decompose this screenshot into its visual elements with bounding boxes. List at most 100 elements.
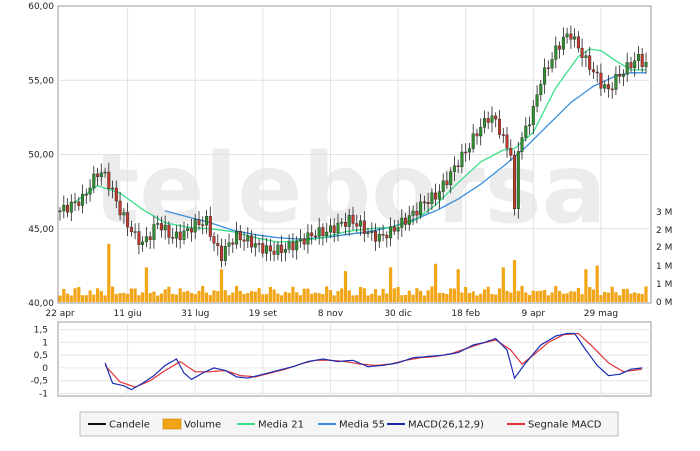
- macd-y-tick: 1: [42, 338, 48, 348]
- volume-bar: [306, 288, 310, 302]
- volume-bar: [186, 290, 190, 302]
- volume-bar: [58, 295, 62, 302]
- volume-bar: [591, 289, 595, 302]
- volume-bar: [193, 294, 197, 302]
- candle-body: [565, 33, 569, 38]
- candle-body: [569, 33, 573, 40]
- candle-body: [554, 45, 558, 60]
- volume-bar: [77, 287, 81, 302]
- volume-bar: [96, 288, 100, 302]
- volume-tick-label: 1 M: [656, 280, 672, 290]
- volume-bar: [554, 286, 558, 302]
- volume-bar: [595, 265, 599, 302]
- volume-bar: [445, 294, 449, 302]
- candle-body: [389, 226, 393, 239]
- volume-bar: [588, 287, 592, 302]
- volume-bar: [546, 295, 550, 302]
- volume-bar: [317, 293, 321, 302]
- candle-body: [385, 234, 389, 239]
- candle-body: [265, 245, 269, 254]
- volume-bar: [92, 294, 96, 302]
- volume-bar: [141, 292, 145, 302]
- volume-bar: [298, 295, 302, 302]
- candle-body: [595, 71, 599, 74]
- candle-body: [407, 215, 411, 225]
- volume-bar: [475, 295, 479, 302]
- legend: Candele Volume Media 21 Media 55 MACD(26,12,…: [88, 418, 602, 431]
- candle-body: [99, 172, 103, 177]
- volume-bar: [174, 294, 178, 302]
- candle-body: [576, 36, 580, 49]
- volume-bar: [606, 292, 610, 302]
- candle-body: [340, 222, 344, 224]
- volume-bar: [291, 286, 295, 302]
- volume-bar: [238, 290, 242, 302]
- volume-bar: [325, 286, 329, 302]
- legend-label: Candele: [109, 420, 150, 431]
- volume-bar: [122, 292, 126, 302]
- volume-bar: [490, 294, 494, 302]
- candle-body: [528, 124, 532, 127]
- candle-body: [629, 62, 633, 69]
- candle-body: [208, 215, 212, 237]
- volume-bar: [283, 291, 287, 302]
- volume-bar: [182, 291, 186, 302]
- volume-bar: [524, 292, 528, 302]
- volume-bar: [246, 293, 250, 302]
- volume-bar: [494, 294, 498, 302]
- candle-body: [329, 225, 333, 233]
- candle-body: [156, 223, 160, 225]
- candle-body: [227, 242, 231, 247]
- volume-bar: [261, 294, 265, 302]
- candle-body: [471, 133, 475, 149]
- macd-y-tick: 0: [42, 364, 48, 374]
- macd-y-tick: 0,5: [34, 351, 48, 361]
- volume-bar: [543, 290, 547, 302]
- volume-bar: [479, 293, 483, 302]
- volume-bar: [268, 286, 272, 302]
- volume-bar: [216, 291, 220, 302]
- volume-bar: [336, 291, 340, 302]
- volume-bar: [377, 295, 381, 302]
- candle-body: [449, 171, 453, 185]
- candle-body: [419, 201, 423, 216]
- volume-bar: [426, 290, 430, 302]
- volume-bar: [373, 289, 378, 302]
- volume-bar: [235, 285, 239, 302]
- candle-body: [80, 193, 84, 206]
- volume-bar: [231, 292, 235, 302]
- candle-body: [456, 165, 460, 168]
- volume-axis-labels: 3 M 2 M 2 M 1 M 1 M 0 M: [656, 208, 672, 308]
- candle-body: [610, 88, 614, 91]
- candle-body: [261, 243, 265, 254]
- candle-body: [141, 241, 145, 245]
- volume-bar: [287, 292, 291, 302]
- candle-body: [137, 231, 141, 245]
- volume-bar: [610, 286, 614, 302]
- candle-body: [426, 202, 430, 205]
- candle-body: [452, 165, 456, 172]
- volume-bar: [497, 288, 502, 302]
- candle-body: [193, 219, 197, 233]
- candle-body: [129, 226, 133, 232]
- candle-body: [189, 228, 193, 233]
- volume-bar: [400, 295, 404, 302]
- candle-body: [302, 238, 306, 245]
- candle-body: [483, 118, 487, 128]
- legend-label: Volume: [184, 420, 221, 431]
- volume-bar: [219, 269, 224, 302]
- candles: [58, 25, 648, 268]
- volume-bar: [636, 293, 641, 302]
- volume-bar: [456, 269, 460, 302]
- volume-bar: [328, 290, 333, 302]
- candle-body: [257, 243, 261, 245]
- volume-bar: [295, 292, 299, 302]
- volume-bar: [69, 295, 73, 302]
- candle-body: [640, 54, 644, 68]
- volume-tick-label: 0 M: [656, 298, 672, 308]
- volume-bar: [103, 295, 107, 302]
- macd-panel-frame: [57, 321, 652, 397]
- candle-body: [306, 232, 310, 245]
- candle-body: [84, 193, 88, 196]
- candle-body: [573, 36, 577, 40]
